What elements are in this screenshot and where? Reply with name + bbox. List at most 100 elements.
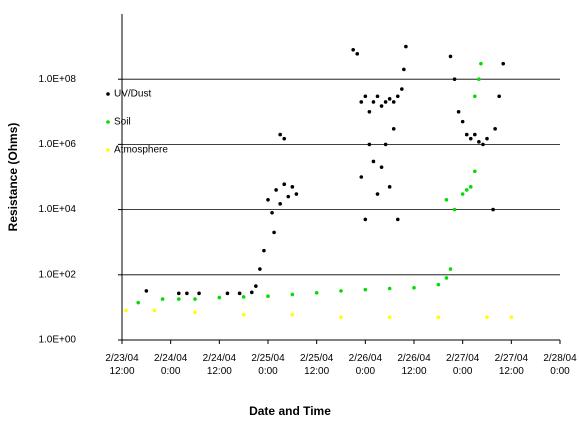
data-point (485, 315, 489, 320)
data-point (367, 110, 372, 114)
data-point (383, 100, 388, 104)
legend-label: Atmosphere (114, 145, 168, 156)
data-point (464, 188, 469, 192)
x-tick-label: 2/27/04 12:00 (495, 353, 529, 377)
data-point (477, 140, 481, 144)
data-point (379, 104, 384, 108)
x-axis-title: Date and Time (249, 404, 331, 418)
data-point (452, 77, 457, 81)
legend-marker (106, 148, 110, 152)
y-axis-title: Resistance (Ohms) (6, 123, 20, 232)
data-point (509, 315, 514, 320)
data-point (266, 197, 270, 202)
x-tick-label: 2/24/04 0:00 (154, 353, 188, 377)
data-point (400, 87, 404, 91)
y-tick-label: 1.0E+00 (38, 335, 76, 346)
data-point (144, 289, 149, 293)
data-point (456, 110, 461, 114)
x-tick-label: 2/28/04 0:00 (543, 353, 577, 377)
data-point (193, 310, 197, 315)
data-point (444, 197, 449, 202)
data-point (282, 182, 287, 187)
data-point (491, 207, 495, 212)
data-point (391, 100, 396, 104)
y-tick-label: 1.0E+06 (38, 139, 76, 150)
data-point (217, 295, 222, 300)
data-point (254, 284, 258, 288)
data-point (473, 169, 477, 174)
data-point (460, 192, 465, 196)
data-point (375, 192, 380, 196)
data-point (412, 285, 416, 290)
data-point (136, 300, 141, 305)
data-point (290, 312, 295, 317)
data-point (460, 119, 465, 124)
data-point (404, 44, 408, 49)
data-point (402, 67, 406, 72)
data-point (225, 291, 230, 296)
data-point (152, 308, 157, 313)
legend-marker (106, 92, 110, 96)
data-point (241, 312, 246, 317)
data-point (387, 286, 392, 291)
data-point (272, 230, 276, 235)
data-point (371, 100, 376, 104)
data-point (395, 94, 400, 99)
x-tick-label: 2/27/04 0:00 (446, 353, 480, 377)
data-point (473, 132, 477, 137)
data-point (363, 94, 368, 99)
data-point (249, 290, 254, 295)
data-point (294, 192, 299, 196)
data-point (436, 315, 441, 320)
x-tick-label: 2/24/04 12:00 (203, 353, 237, 377)
data-point (197, 291, 201, 296)
x-tick-label: 2/25/04 0:00 (251, 353, 285, 377)
data-point (160, 297, 165, 301)
data-point (193, 297, 197, 301)
data-point (477, 77, 481, 81)
data-point (359, 100, 364, 104)
data-point (278, 202, 282, 206)
data-point (266, 294, 270, 299)
legend-label: Soil (114, 117, 131, 128)
data-point (473, 94, 477, 99)
data-point (391, 127, 396, 131)
data-point (262, 248, 266, 253)
data-point (339, 289, 343, 293)
data-point (359, 175, 364, 179)
data-point (464, 132, 469, 137)
data-point (379, 165, 384, 169)
data-point (286, 194, 291, 199)
data-point (363, 287, 368, 292)
legend-label: UV/Dust (114, 89, 151, 100)
data-point (176, 297, 181, 301)
x-tick-label: 2/23/04 12:00 (105, 353, 139, 377)
data-point (436, 282, 441, 287)
y-tick-label: 1.0E+08 (38, 74, 76, 85)
data-point (241, 295, 246, 299)
data-point (501, 61, 506, 66)
data-point (497, 94, 501, 99)
x-tick-label: 2/25/04 12:00 (300, 353, 334, 377)
data-point (124, 308, 128, 313)
data-point (481, 142, 485, 147)
data-point (448, 54, 453, 59)
data-point (375, 94, 380, 99)
data-point (237, 291, 242, 296)
data-point (363, 217, 368, 222)
y-tick-label: 1.0E+04 (38, 204, 76, 215)
legend-marker (106, 120, 110, 124)
data-point (290, 185, 295, 189)
x-tick-label: 2/26/04 12:00 (397, 353, 431, 377)
data-point (278, 132, 282, 137)
data-point (448, 267, 453, 271)
data-point (185, 291, 189, 296)
data-point (395, 217, 400, 222)
data-point (493, 127, 497, 131)
data-point (479, 61, 483, 66)
data-point (387, 185, 392, 189)
data-point (258, 267, 262, 271)
data-point (485, 136, 489, 141)
data-point (355, 52, 360, 56)
x-tick-label: 2/26/04 0:00 (349, 353, 383, 377)
